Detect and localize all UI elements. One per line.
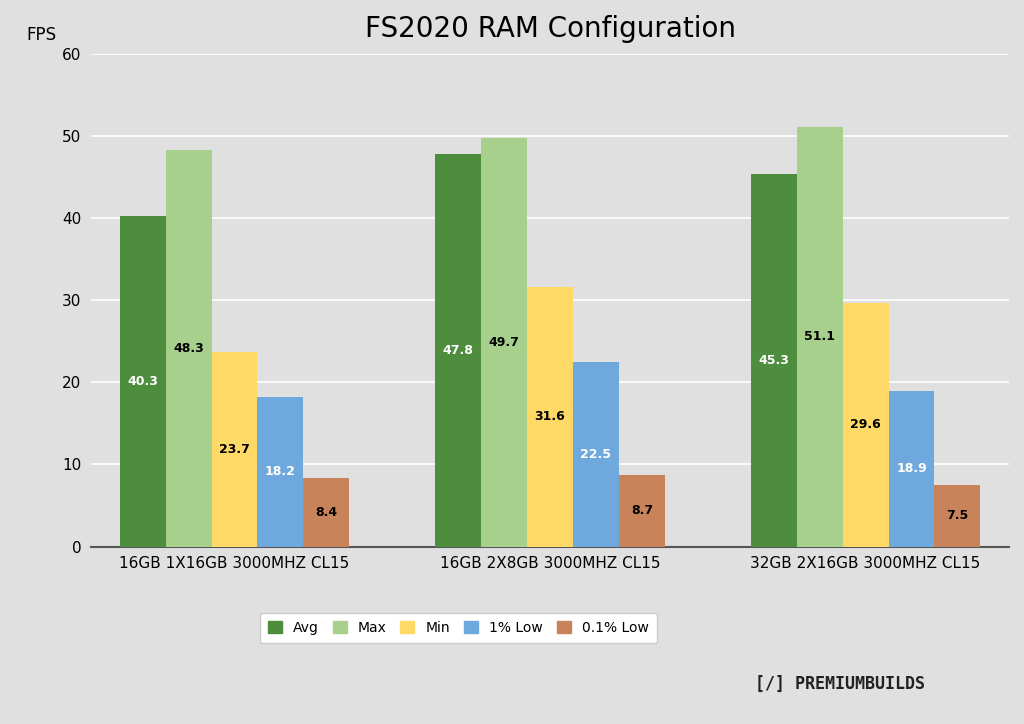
Text: 8.4: 8.4 [315,505,337,518]
Text: [/] PREMIUMBUILDS: [/] PREMIUMBUILDS [755,675,925,693]
Bar [435,154,481,547]
Bar [481,138,527,547]
Text: 49.7: 49.7 [488,336,519,349]
Text: 45.3: 45.3 [759,354,790,367]
Bar [166,150,212,547]
Text: 18.9: 18.9 [896,463,927,476]
Bar [527,287,573,547]
Text: 23.7: 23.7 [219,442,250,455]
Text: 40.3: 40.3 [127,374,158,387]
Text: 7.5: 7.5 [946,509,969,522]
Bar [935,485,980,547]
Text: 8.7: 8.7 [631,505,653,518]
Text: 48.3: 48.3 [173,342,204,355]
Bar [303,478,349,547]
Bar [843,303,889,547]
Legend: Avg, Max, Min, 1% Low, 0.1% Low: Avg, Max, Min, 1% Low, 0.1% Low [260,613,656,644]
Bar [889,391,935,547]
Text: 29.6: 29.6 [850,418,881,432]
Bar [212,352,257,547]
Title: FS2020 RAM Configuration: FS2020 RAM Configuration [365,15,735,43]
Bar [751,174,797,547]
Text: 22.5: 22.5 [581,447,611,460]
Text: 31.6: 31.6 [535,411,565,424]
Text: 18.2: 18.2 [265,466,296,479]
Text: 51.1: 51.1 [804,330,836,343]
Text: 47.8: 47.8 [442,344,474,357]
Bar [618,475,665,547]
Text: FPS: FPS [27,26,57,44]
Bar [257,397,303,547]
Bar [120,216,166,547]
Bar [797,127,843,547]
Bar [573,362,618,547]
